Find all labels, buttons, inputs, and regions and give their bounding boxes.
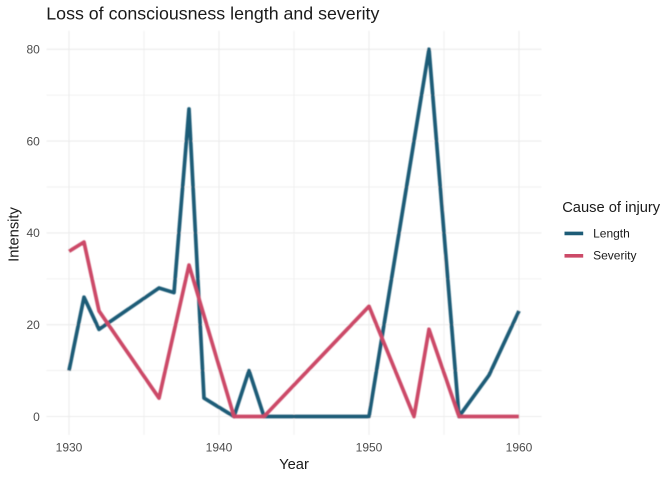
svg-text:Length: Length: [593, 226, 630, 240]
svg-text:1940: 1940: [206, 441, 233, 455]
svg-text:Year: Year: [279, 457, 309, 473]
svg-text:Intensity: Intensity: [7, 206, 23, 261]
svg-text:80: 80: [26, 43, 40, 57]
svg-text:1950: 1950: [356, 441, 383, 455]
svg-text:1930: 1930: [56, 441, 83, 455]
svg-text:60: 60: [26, 134, 40, 148]
svg-text:Severity: Severity: [593, 249, 636, 263]
svg-text:20: 20: [26, 318, 40, 332]
svg-text:40: 40: [26, 226, 40, 240]
svg-text:0: 0: [33, 410, 40, 424]
svg-text:1960: 1960: [506, 441, 533, 455]
svg-text:Cause of injury: Cause of injury: [562, 200, 661, 216]
svg-text:Loss of consciousness length a: Loss of consciousness length and severit…: [46, 4, 379, 24]
